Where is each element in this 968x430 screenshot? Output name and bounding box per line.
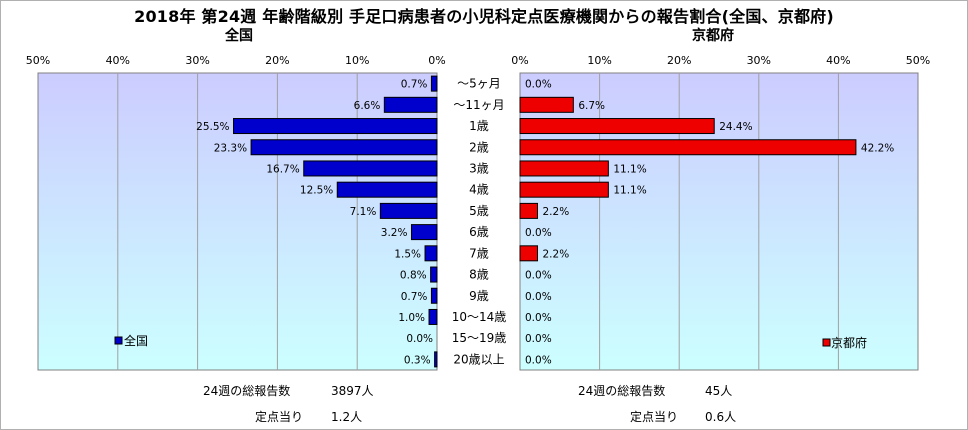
category-label: 2歳 [469,140,489,154]
kyoto-plot-area [519,72,919,371]
national-data-label: 0.0% [406,333,433,345]
national-bar [250,139,438,156]
national-data-label: 16.7% [266,163,299,175]
national-data-label: 25.5% [196,121,229,133]
national-plot-area [37,72,438,371]
national-bar [303,160,438,177]
national-data-label: 6.6% [354,100,381,112]
national-subtitle: 全国 [225,28,253,44]
national-data-label: 3.2% [381,227,408,239]
category-label: ～5ヶ月 [457,77,501,91]
national-tick-label: 0% [428,54,445,67]
kyoto-bar [519,160,609,177]
national-data-label: 1.5% [394,248,421,260]
kyoto-bar [519,96,574,113]
kyoto-subtitle: 京都府 [692,28,734,44]
national-bar [430,75,438,92]
kyoto-data-label: 0.0% [525,333,552,345]
kyoto-total-label: 24週の総報告数 [578,384,666,398]
kyoto-data-label: 0.0% [525,227,552,239]
kyoto-data-label: 0.0% [525,270,552,282]
national-per-value: 1.2人 [331,410,363,424]
kyoto-tick-label: 0% [511,54,528,67]
kyoto-total-value: 45人 [705,384,733,398]
kyoto-data-label: 0.0% [525,312,552,324]
national-data-label: 0.3% [404,354,431,366]
kyoto-bar [519,181,609,198]
national-data-label: 0.7% [401,291,428,303]
category-label: 20歳以上 [453,352,504,366]
kyoto-legend-swatch [822,338,831,347]
national-legend-swatch [114,336,123,345]
national-bar [410,224,438,241]
category-label: 1歳 [469,119,489,133]
kyoto-data-label: 42.2% [861,142,894,154]
kyoto-bar [519,245,539,262]
national-tick-label: 10% [345,54,369,67]
national-tick-label: 20% [265,54,289,67]
national-data-label: 7.1% [350,206,377,218]
kyoto-tick-label: 40% [826,54,850,67]
kyoto-tick-label: 50% [906,54,930,67]
national-bar [336,181,438,198]
kyoto-data-label: 2.2% [543,206,570,218]
national-tick-label: 30% [185,54,209,67]
category-label: 8歳 [469,268,489,282]
national-total-value: 3897人 [331,384,374,398]
national-bar [428,308,438,325]
kyoto-data-label: 6.7% [578,100,605,112]
national-data-label: 1.0% [398,312,425,324]
kyoto-data-label: 11.1% [613,185,646,197]
national-total-label: 24週の総報告数 [203,384,291,398]
kyoto-bar [519,118,715,135]
category-label: ～11ヶ月 [453,98,504,112]
national-tick-label: 50% [26,54,50,67]
category-label: 9歳 [469,289,489,303]
category-label: 10～14歳 [452,310,507,324]
national-data-label: 0.7% [401,79,428,91]
national-per-label: 定点当り [255,410,304,424]
kyoto-bar [519,139,857,156]
kyoto-data-label: 24.4% [719,121,752,133]
national-data-label: 12.5% [300,185,333,197]
kyoto-tick-label: 10% [587,54,611,67]
category-label: 6歳 [469,225,489,239]
category-label: 5歳 [469,204,489,218]
national-bar [379,202,438,219]
kyoto-legend-label: 京都府 [831,335,867,350]
national-bar [434,351,438,368]
category-label: 15～19歳 [452,331,507,345]
kyoto-bar [519,202,539,219]
national-data-label: 23.3% [214,142,247,154]
category-label: 7歳 [469,246,489,260]
national-tick-label: 40% [106,54,130,67]
kyoto-data-label: 0.0% [525,79,552,91]
national-bar [424,245,438,262]
category-label: 4歳 [469,183,489,197]
national-data-label: 0.8% [400,270,427,282]
national-legend-label: 全国 [124,333,148,348]
kyoto-data-label: 0.0% [525,354,552,366]
national-bar [383,96,438,113]
category-label: 3歳 [469,161,489,175]
national-bar [430,287,438,304]
national-bar [430,266,438,283]
kyoto-data-label: 2.2% [543,248,570,260]
chart-title: 2018年 第24週 年齢階級別 手足口病患者の小児科定点医療機関からの報告割合… [134,7,834,26]
kyoto-per-value: 0.6人 [705,410,737,424]
kyoto-data-label: 0.0% [525,291,552,303]
national-bar [233,118,438,135]
kyoto-per-label: 定点当り [630,410,679,424]
kyoto-data-label: 11.1% [613,163,646,175]
kyoto-tick-label: 30% [747,54,771,67]
kyoto-tick-label: 20% [667,54,691,67]
